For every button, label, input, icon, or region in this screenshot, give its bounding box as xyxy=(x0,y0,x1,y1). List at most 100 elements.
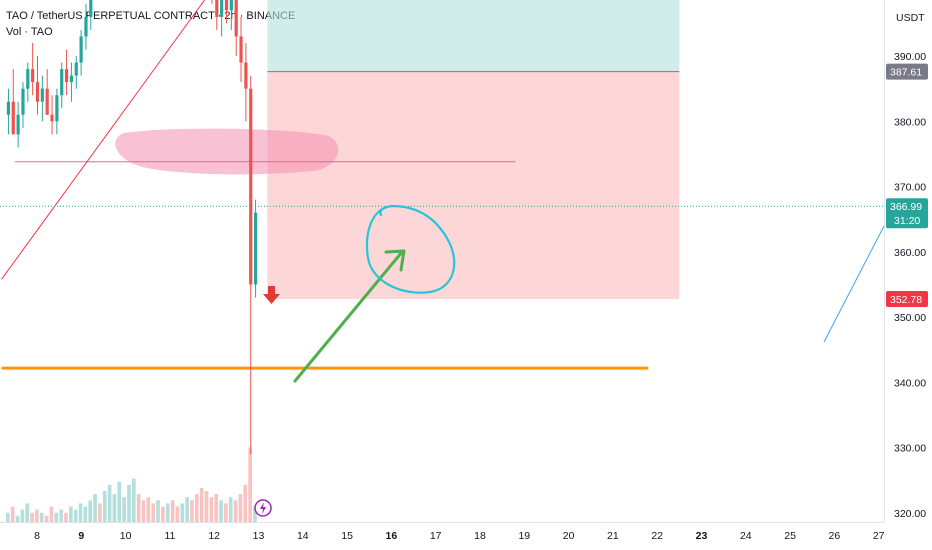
volume-bar xyxy=(190,500,194,522)
candle-body[interactable] xyxy=(31,69,35,83)
candle-body[interactable] xyxy=(69,75,74,83)
x-tick-label: 22 xyxy=(651,530,663,542)
volume-bar xyxy=(30,512,34,522)
volume-bar xyxy=(73,509,78,522)
volume-bar xyxy=(209,497,214,522)
price-label-box[interactable] xyxy=(886,63,928,80)
volume-bar xyxy=(224,503,228,522)
green-arrow[interactable] xyxy=(293,250,404,383)
lightning-icon xyxy=(260,502,266,514)
x-tick-label: 25 xyxy=(784,530,796,542)
volume-bar xyxy=(88,500,93,522)
volume-bar xyxy=(39,512,44,522)
candle-body[interactable] xyxy=(74,62,78,76)
candle-body[interactable] xyxy=(35,82,40,102)
candle-body[interactable] xyxy=(26,69,30,89)
candle-body[interactable] xyxy=(64,69,69,83)
y-tick-label: 320.00 xyxy=(894,508,926,520)
x-tick-label: 11 xyxy=(164,530,175,542)
volume-bar xyxy=(146,497,151,522)
volume-bar xyxy=(248,447,252,522)
candle-body[interactable] xyxy=(16,114,20,135)
volume-bar xyxy=(170,500,175,522)
candle-body[interactable] xyxy=(55,95,59,122)
candle-body[interactable] xyxy=(244,62,248,89)
price-axis[interactable] xyxy=(884,0,932,550)
x-tick-label: 14 xyxy=(297,530,309,542)
volume-bar xyxy=(6,512,10,522)
ray-line[interactable] xyxy=(823,225,885,343)
volume-bar xyxy=(219,500,223,522)
volume-bar xyxy=(199,487,204,522)
volume-bar xyxy=(49,506,54,522)
target-circle-drawing[interactable] xyxy=(366,204,456,294)
candle-body[interactable] xyxy=(79,36,83,63)
volume-bar xyxy=(204,491,209,522)
candle-body[interactable] xyxy=(89,0,93,17)
candle-body[interactable] xyxy=(224,0,229,11)
y-tick-label: 340.00 xyxy=(894,377,926,389)
volume-bar xyxy=(156,500,160,522)
volume-bar xyxy=(161,506,165,522)
candle-body[interactable] xyxy=(21,88,25,115)
candle-body[interactable] xyxy=(11,101,15,135)
volume-bar xyxy=(69,506,73,522)
price-label-text: 366.99 xyxy=(890,201,922,213)
candle-body[interactable] xyxy=(215,0,219,17)
candle-body[interactable] xyxy=(229,0,233,11)
channel-bottom-trendline[interactable] xyxy=(1,0,205,280)
highlight-zone xyxy=(115,128,339,175)
x-tick-label: 23 xyxy=(696,530,708,542)
down-arrow-marker xyxy=(263,286,280,304)
y-tick-label: 380.00 xyxy=(894,116,926,128)
candle-body[interactable] xyxy=(45,88,49,115)
x-tick-label: 10 xyxy=(120,530,132,542)
candle-body[interactable] xyxy=(6,101,11,115)
volume-bar xyxy=(15,515,20,522)
currency-label[interactable]: USDT xyxy=(896,12,925,24)
candle-body[interactable] xyxy=(50,114,54,122)
volume-label[interactable]: Vol · TAO xyxy=(6,26,53,38)
stop-zone[interactable] xyxy=(267,71,680,300)
price-label-box[interactable] xyxy=(886,198,928,229)
volume-bar xyxy=(132,478,136,522)
candle-body[interactable] xyxy=(220,0,224,17)
volume-bar xyxy=(44,515,49,522)
x-tick-label: 16 xyxy=(386,530,398,542)
volume-bar xyxy=(83,506,88,522)
volume-bar xyxy=(112,494,117,522)
x-tick-label: 17 xyxy=(430,530,442,542)
volume-bar xyxy=(117,481,122,522)
candle-body[interactable] xyxy=(253,212,258,285)
volume-bar xyxy=(98,503,102,522)
x-tick-label: 26 xyxy=(829,530,841,542)
candle-body[interactable] xyxy=(84,16,88,37)
volume-bar xyxy=(141,500,146,522)
volume-bar xyxy=(180,503,185,522)
volume-bar xyxy=(35,509,39,522)
target-zone[interactable] xyxy=(267,0,680,72)
y-tick-label: 330.00 xyxy=(894,443,926,455)
volume-bar xyxy=(195,494,199,522)
x-tick-label: 12 xyxy=(208,530,220,542)
volume-bar xyxy=(243,484,248,522)
volume-bar xyxy=(59,509,63,522)
green-arrow-head xyxy=(384,249,406,272)
volume-bar xyxy=(185,497,189,522)
volume-bar xyxy=(10,506,15,522)
candle-body[interactable] xyxy=(60,69,64,96)
candle-body[interactable] xyxy=(249,88,253,285)
candle-body[interactable] xyxy=(40,88,44,102)
y-tick-label: 370.00 xyxy=(894,182,926,194)
volume-bar xyxy=(136,494,141,522)
y-tick-label: 350.00 xyxy=(894,312,926,324)
price-label-box[interactable] xyxy=(886,291,928,308)
volume-bar xyxy=(228,497,233,522)
volume-bar xyxy=(253,506,257,522)
volume-bar xyxy=(25,503,30,522)
candle-body[interactable] xyxy=(239,36,243,63)
candle-body[interactable] xyxy=(234,0,238,37)
volume-bar xyxy=(214,494,219,522)
volume-bar xyxy=(238,494,243,522)
